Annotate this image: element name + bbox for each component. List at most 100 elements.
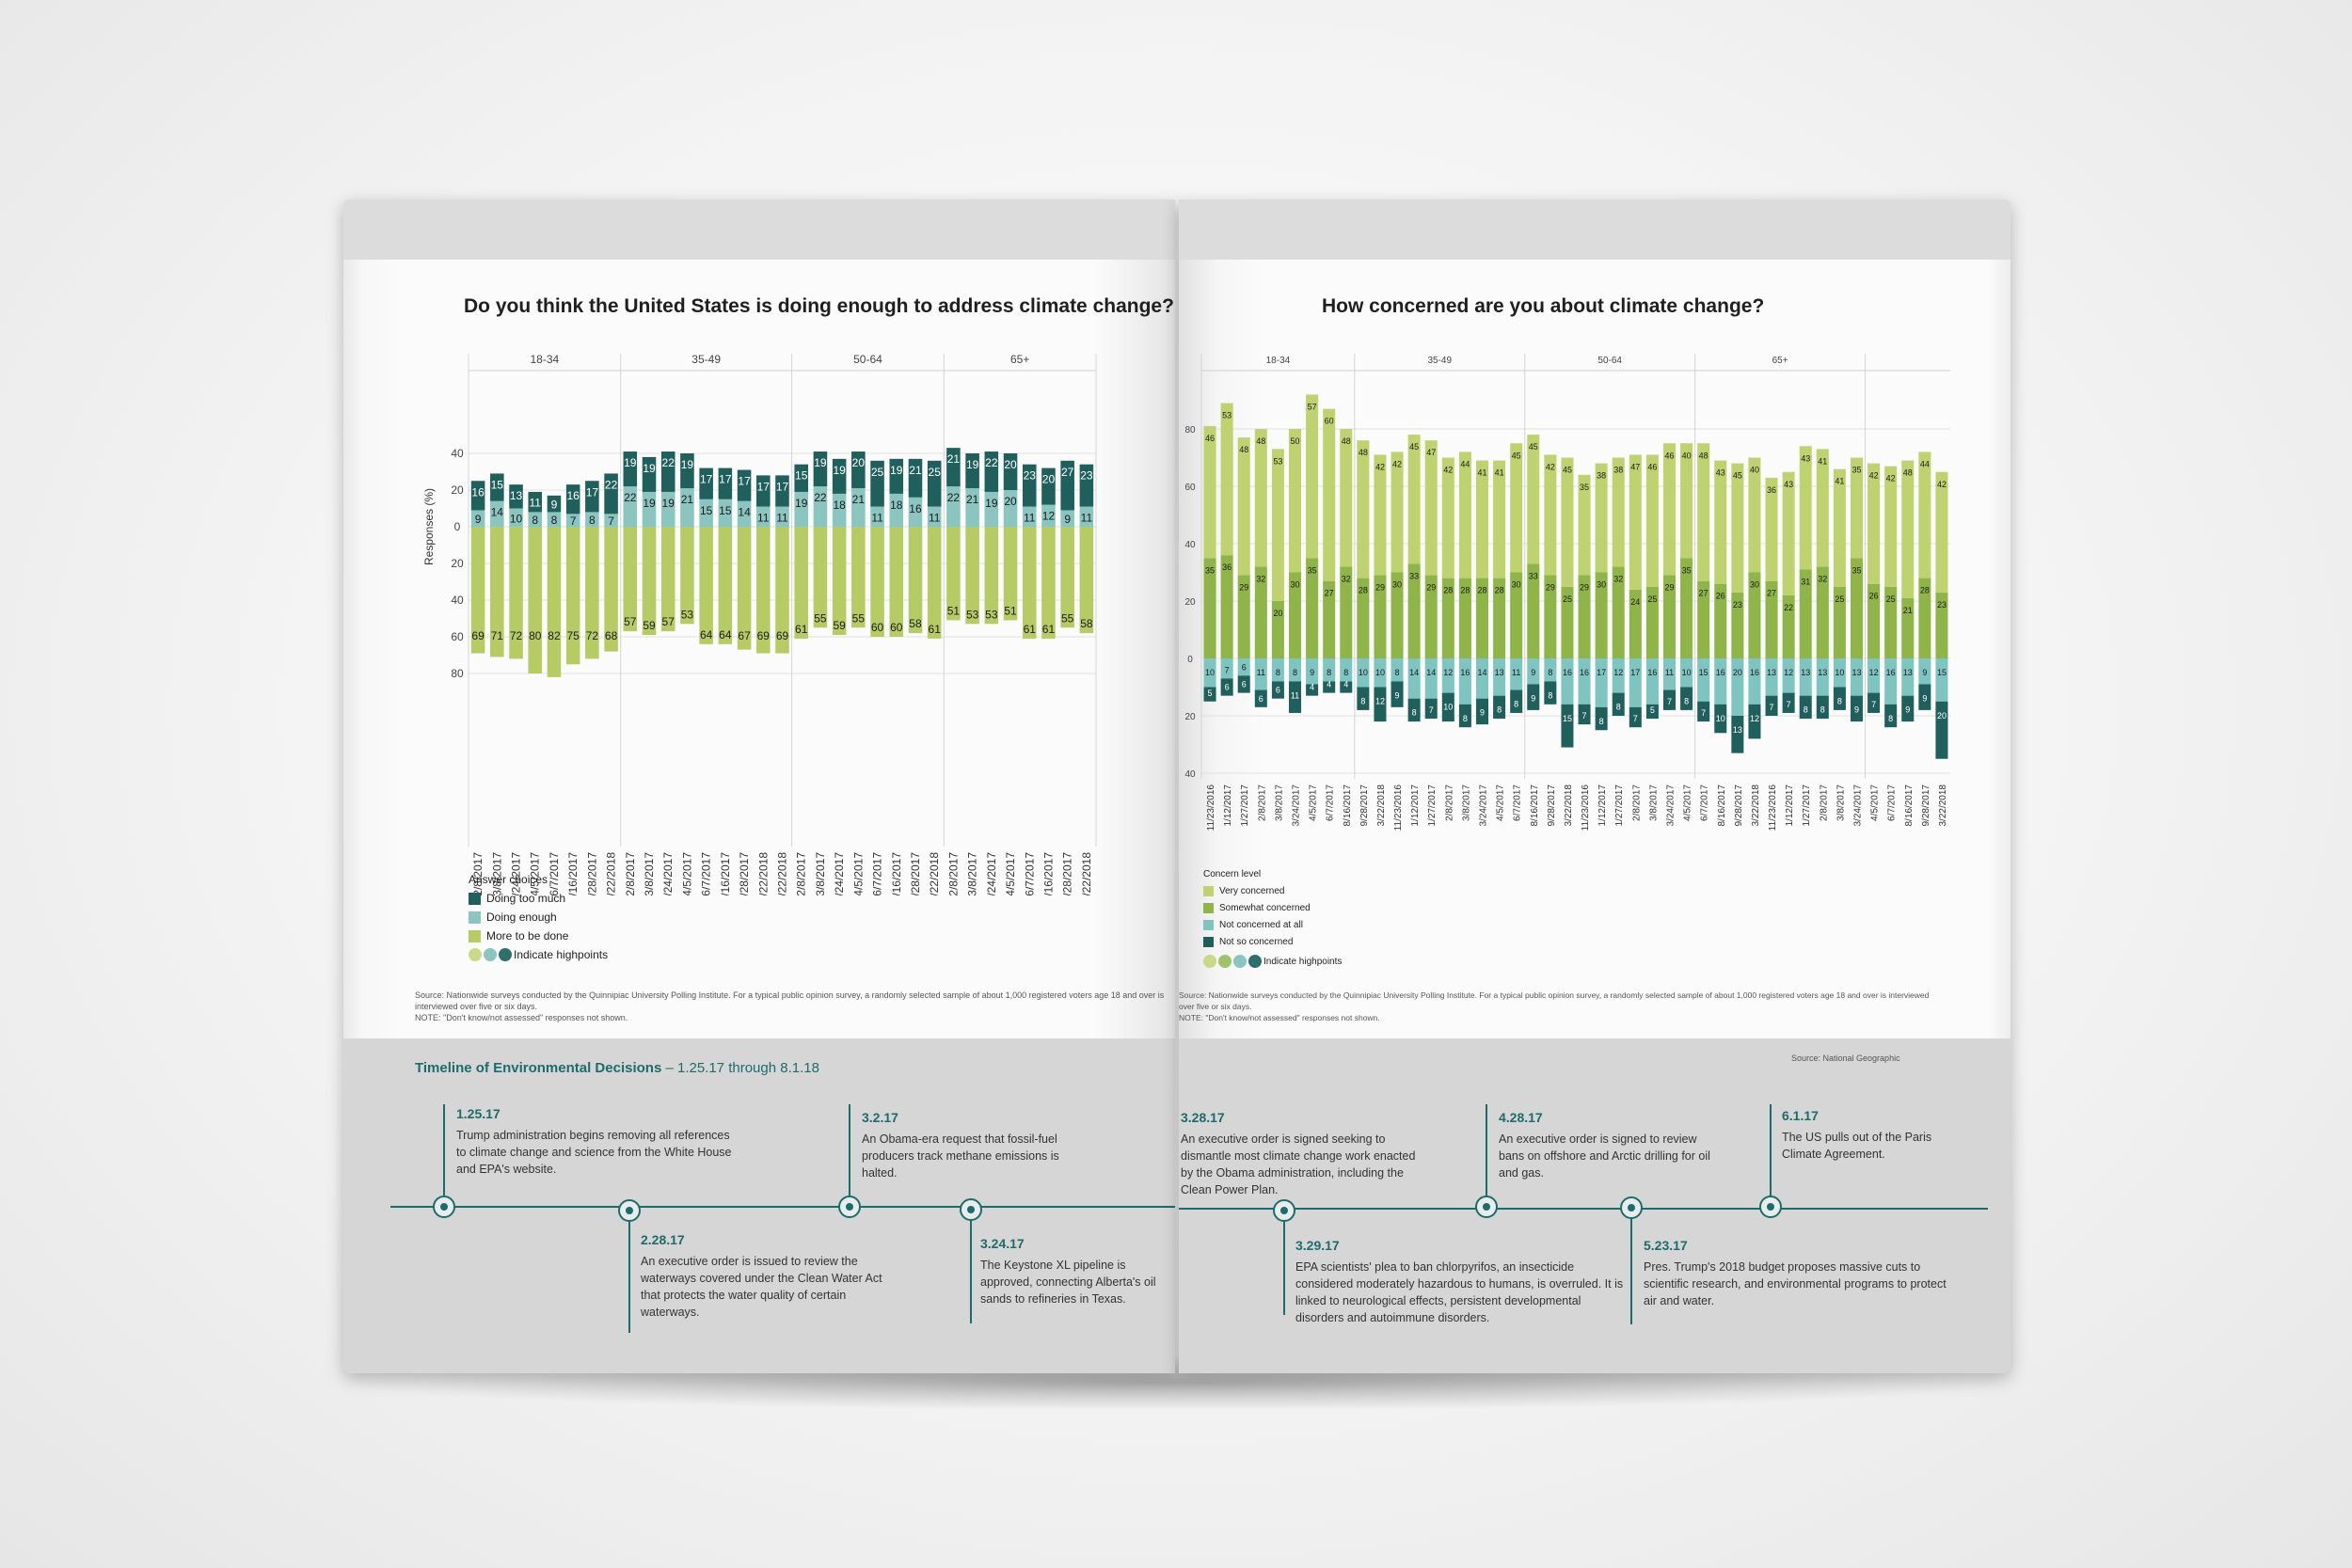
data-label: 36 [1222,562,1232,572]
bar-not-concerned-at-all [1833,658,1846,688]
bar-doing-too-much [775,475,789,507]
data-label: 35 [1682,565,1692,575]
data-label: 61 [1024,623,1037,636]
timeline-marker[interactable] [1475,1196,1498,1218]
bar-doing-too-much [965,453,979,489]
bar-somewhat-concerned [1595,572,1608,658]
data-label: 53 [681,608,694,621]
data-label: 7 [1582,711,1587,721]
legend-left: Answer choices Doing too much Doing enou… [469,870,608,964]
data-label: 17 [719,473,732,486]
bar-very-concerned [1254,429,1267,567]
timeline-marker[interactable] [1620,1196,1643,1219]
data-label: 16 [471,485,485,499]
legend-item-not-at-all: Not concerned at all [1203,916,1342,933]
bar-not-concerned-at-all [1748,658,1761,705]
timeline-source: Source: National Geographic [1791,1053,1900,1063]
x-tick-label: 6/7/2017 [700,852,713,895]
x-tick-label: 2/8/2017 [1257,784,1267,821]
y-tick-label: 40 [1184,540,1196,550]
x-tick-label: 4/5/2017 [851,852,865,895]
data-label: 10 [1443,703,1453,712]
data-label: 20 [1273,609,1282,618]
timeline-marker[interactable] [1273,1199,1295,1222]
data-label: 35 [1580,483,1589,492]
bar-more-to-be-done [870,527,884,637]
bar-very-concerned [1527,435,1540,564]
bar-doing-enough [623,486,638,527]
x-tick-label: 3/22/2018 [756,852,770,895]
bar-more-to-be-done [680,527,694,625]
data-label: 28 [1359,586,1368,595]
x-tick-label: 8/16/2017 [1904,784,1915,827]
data-label: 10 [1375,668,1385,677]
bar-not-so-concerned [1424,698,1438,720]
timeline-marker[interactable] [838,1196,861,1218]
bar-more-to-be-done [889,527,904,637]
data-label: 51 [947,604,961,617]
bar-doing-too-much [794,464,808,492]
bar-somewhat-concerned [1612,566,1625,658]
x-tick-label: 9/28/2017 [1734,784,1744,827]
data-label: 26 [1869,592,1879,601]
bar-not-so-concerned [1374,687,1387,722]
x-tick-label: 6/7/2017 [871,852,884,895]
timeline-marker[interactable] [618,1199,641,1222]
data-label: 32 [1342,574,1351,583]
bar-doing-too-much [585,481,599,513]
bar-not-concerned-at-all [1288,658,1302,682]
bar-not-so-concerned [1306,684,1319,696]
data-label: 14 [1409,668,1419,677]
data-label: 8 [1360,697,1365,706]
data-label: 12 [1443,668,1453,677]
data-label: 22 [605,478,618,491]
timeline-event: 6.1.17 The US pulls out of the Paris Clim… [1782,1108,1932,1161]
bar-not-so-concerned [1510,689,1523,713]
data-label: 33 [1409,571,1419,580]
x-tick-label: 6/7/2017 [1326,784,1336,821]
bar-doing-too-much [889,458,904,494]
bar-not-concerned-at-all [1424,658,1438,699]
bar-not-concerned-at-all [1765,658,1778,696]
bar-not-so-concerned [1271,681,1284,699]
bar-doing-enough [699,499,713,527]
x-tick-label: 3/24/2017 [1666,784,1677,827]
data-label: 21 [947,452,961,466]
data-label: 27 [1325,589,1334,598]
timeline-marker[interactable] [433,1196,455,1218]
bar-more-to-be-done [851,527,866,628]
data-label: 25 [929,466,942,479]
bar-doing-enough [870,506,884,527]
data-label: 48 [1903,468,1913,478]
bar-doing-enough [490,500,504,527]
data-label: 72 [586,629,599,642]
bar-not-concerned-at-all [1918,658,1931,685]
group-label: 35-49 [691,353,721,366]
x-tick-label: 11/23/2016 [1581,784,1591,832]
bar-very-concerned [1561,457,1574,587]
data-label: 41 [1835,477,1844,486]
timeline-marker[interactable] [960,1198,982,1221]
data-label: 58 [909,617,922,630]
data-label: 8 [1837,697,1842,706]
data-label: 16 [1580,668,1589,677]
data-label: 68 [605,629,618,642]
bar-more-to-be-done [718,527,733,644]
bar-doing-too-much [470,481,485,511]
data-label: 4 [1327,680,1331,689]
bar-not-concerned-at-all [1816,658,1829,696]
data-label: 11 [929,511,941,524]
data-label: 25 [1563,594,1572,604]
timeline-event: 3.2.17 An Obama-era request that fossil-f… [862,1110,1059,1180]
data-label: 16 [1460,668,1470,677]
data-label: 10 [1205,668,1215,677]
data-label: 61 [929,623,942,636]
data-label: 7 [1633,714,1638,723]
bar-doing-too-much [1041,467,1056,505]
legend-item-too-much: Doing too much [469,889,608,908]
bar-not-concerned-at-all [1595,658,1608,707]
data-label: 29 [1426,583,1436,593]
bar-more-to-be-done [528,527,543,673]
timeline-marker[interactable] [1759,1196,1782,1218]
bar-not-so-concerned [1220,678,1233,696]
